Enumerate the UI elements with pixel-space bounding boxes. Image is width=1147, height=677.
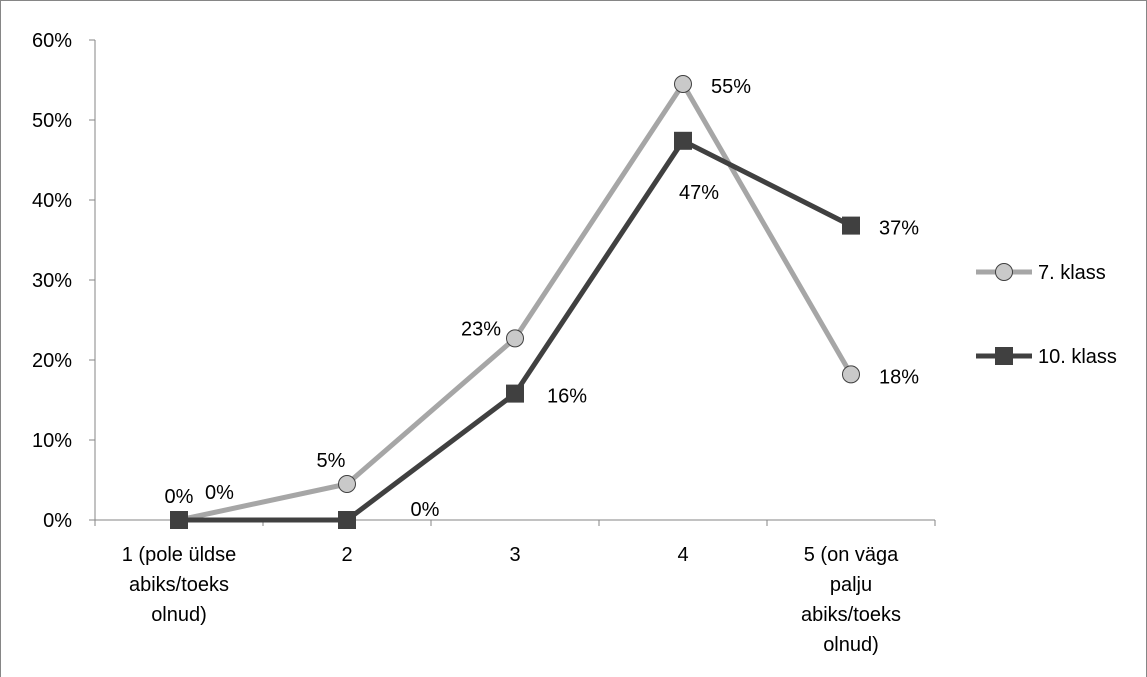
y-tick-label: 20%: [32, 350, 72, 372]
legend-label: 10. klass: [1038, 346, 1117, 368]
plot-area: 0% 5% 23% 55% 18% 0% 0% 16% 47% 37%: [165, 75, 919, 529]
x-tick-label: 3: [509, 544, 520, 566]
y-tick-label: 50%: [32, 110, 72, 132]
x-axis: 1 (pole üldse abiks/toeks olnud) 2 3 4 5 (on v…: [94, 519, 936, 656]
x-tick-label-line: 2: [341, 544, 352, 566]
data-label: 16%: [547, 386, 587, 408]
x-tick-label-line: 5 (on väga: [804, 544, 899, 566]
legend-marker: [995, 263, 1013, 281]
legend-item-1: 7. klass: [976, 262, 1106, 284]
data-point: [674, 131, 692, 150]
x-tick-label-line: olnud): [823, 634, 879, 656]
legend: 7. klass 10. klass: [976, 262, 1117, 368]
x-tick-label-line: 3: [509, 544, 520, 566]
series-1: 0% 5% 23% 55% 18%: [165, 75, 919, 529]
data-point: [506, 384, 524, 403]
data-label: 47%: [679, 182, 719, 204]
y-axis: 0% 10% 20% 30% 40% 50% 60%: [32, 30, 96, 532]
y-tick-label: 60%: [32, 30, 72, 52]
x-tick-label: 1 (pole üldse abiks/toeks olnud): [122, 544, 237, 626]
data-label: 0%: [411, 499, 440, 521]
y-tick-label: 30%: [32, 270, 72, 292]
data-label: 37%: [879, 218, 919, 240]
data-point: [674, 75, 692, 93]
legend-marker: [995, 347, 1013, 365]
data-point: [170, 511, 188, 529]
y-tick-label: 40%: [32, 190, 72, 212]
data-label: 55%: [711, 76, 751, 98]
x-tick-label: 4: [677, 544, 688, 566]
data-point: [338, 475, 356, 493]
series-2: 0% 0% 16% 47% 37%: [170, 131, 919, 529]
data-point: [338, 511, 356, 529]
x-tick-label-line: 4: [677, 544, 688, 566]
x-tick-label-line: abiks/toeks: [801, 604, 901, 626]
x-tick-label-line: palju: [830, 574, 872, 596]
data-point: [842, 365, 860, 384]
legend-item-2: 10. klass: [976, 346, 1117, 368]
data-point: [506, 329, 524, 348]
legend-label: 7. klass: [1038, 262, 1106, 284]
x-tick-label-line: 1 (pole üldse: [122, 544, 237, 566]
x-tick-label-line: olnud): [151, 604, 207, 626]
data-label: 0%: [165, 486, 194, 508]
x-tick-label: 5 (on väga palju abiks/toeks olnud): [801, 544, 901, 656]
data-label: 23%: [461, 318, 501, 340]
y-tick-label: 10%: [32, 430, 72, 452]
x-tick-label: 2: [341, 544, 352, 566]
data-label: 0%: [205, 482, 234, 504]
data-label: 18%: [879, 366, 919, 388]
series-line: [178, 81, 854, 523]
data-point: [842, 216, 860, 235]
y-tick-label: 0%: [43, 510, 72, 532]
data-label: 5%: [317, 450, 346, 472]
x-tick-label-line: abiks/toeks: [129, 574, 229, 596]
